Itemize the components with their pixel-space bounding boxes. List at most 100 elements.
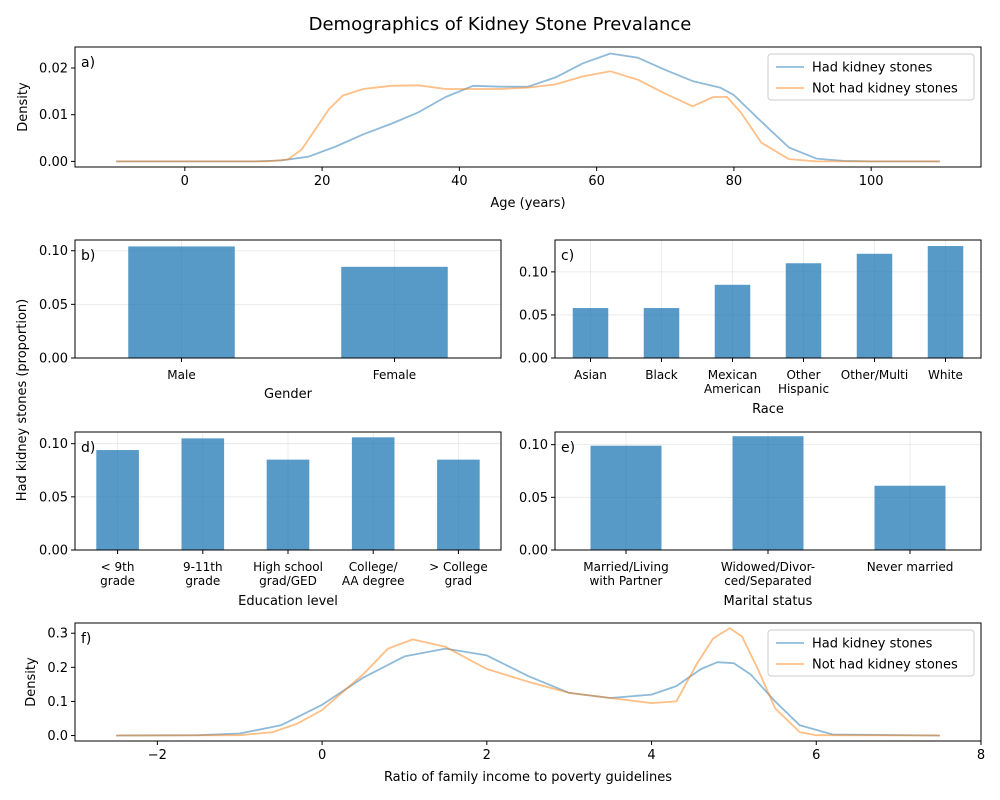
y-tick-label: 0.00 bbox=[39, 155, 68, 170]
panel-0: 0 20 40 60 80 100 0.00 0.01 0.02 Age (years) Densi… bbox=[16, 46, 982, 211]
x-tick-label: Black bbox=[645, 368, 678, 382]
x-tick-label: 8 bbox=[977, 748, 985, 763]
bar bbox=[341, 266, 448, 358]
x-tick-label: 100 bbox=[859, 174, 884, 189]
axes-frame bbox=[74, 239, 502, 359]
y-tick-label: 0.2 bbox=[47, 661, 68, 676]
x-axis-label: Ratio of family income to poverty guidel… bbox=[384, 770, 672, 785]
x-tick-label: Asian bbox=[574, 368, 607, 382]
y-tick-label: 0.10 bbox=[39, 244, 68, 259]
legend-label: Had kidney stones bbox=[812, 61, 933, 76]
x-tick-label: Hispanic bbox=[778, 382, 829, 396]
bar bbox=[572, 308, 609, 358]
y-tick-label: 0.05 bbox=[519, 491, 548, 506]
x-tick-label: AA degree bbox=[342, 574, 405, 588]
x-tick-label: grad/GED bbox=[259, 574, 317, 588]
x-axis-label: Education level bbox=[238, 594, 338, 609]
panel-tag: d) bbox=[81, 440, 95, 456]
figure-title: Demographics of Kidney Stone Prevalance bbox=[309, 14, 692, 35]
x-axis-label: Race bbox=[752, 402, 784, 417]
y-tick-label: 0.00 bbox=[519, 352, 548, 367]
y-tick-label: 0.00 bbox=[519, 544, 548, 559]
x-tick-label: American bbox=[704, 382, 761, 396]
y-tick-label: 0.0 bbox=[47, 729, 68, 744]
y-axis-label: Density bbox=[24, 657, 39, 707]
y-tick-label: 0.00 bbox=[39, 352, 68, 367]
x-tick-label: grade bbox=[185, 574, 220, 588]
x-tick-label: Married/Living bbox=[583, 560, 668, 574]
y-tick-label: 0.02 bbox=[39, 62, 68, 77]
x-tick-label: 4 bbox=[647, 748, 655, 763]
legend-label: Not had kidney stones bbox=[812, 82, 958, 97]
x-tick-label: < 9th bbox=[101, 560, 135, 574]
y-tick-label: 0.05 bbox=[519, 308, 548, 323]
bar bbox=[590, 445, 662, 550]
y-tick-label: 0.3 bbox=[47, 627, 68, 642]
bar bbox=[96, 450, 139, 550]
x-tick-label: 60 bbox=[588, 174, 605, 189]
x-tick-label: High school bbox=[253, 560, 323, 574]
x-tick-label: grade bbox=[100, 574, 135, 588]
bar bbox=[437, 459, 480, 550]
x-tick-label: Female bbox=[373, 368, 416, 382]
y-tick-label: 0.10 bbox=[519, 265, 548, 280]
bar bbox=[732, 436, 804, 550]
bar bbox=[856, 253, 893, 358]
x-tick-label: Widowed/Divor- bbox=[721, 560, 815, 574]
series-line-not bbox=[116, 70, 940, 163]
panel-tag: e) bbox=[561, 440, 575, 456]
shared-ylabel: Had kidney stones (proportion) bbox=[15, 299, 30, 501]
panel-tag: b) bbox=[81, 248, 95, 264]
legend: Had kidney stones Not had kidney stones bbox=[767, 629, 975, 677]
y-tick-label: 0.1 bbox=[47, 695, 68, 710]
axes-frame bbox=[74, 46, 982, 168]
bar bbox=[181, 438, 225, 550]
bar bbox=[785, 263, 822, 358]
x-tick-label: with Partner bbox=[590, 574, 663, 588]
legend: Had kidney stones Not had kidney stones bbox=[767, 53, 975, 101]
y-tick-label: 0.10 bbox=[519, 438, 548, 453]
x-tick-label: Mexican bbox=[708, 368, 758, 382]
x-tick-label: 6 bbox=[812, 748, 820, 763]
legend-box bbox=[767, 53, 975, 101]
y-tick-label: 0.05 bbox=[39, 298, 68, 313]
x-tick-label: Other bbox=[786, 368, 820, 382]
x-tick-label: 0 bbox=[318, 748, 326, 763]
legend-label: Not had kidney stones bbox=[812, 658, 958, 673]
y-tick-label: 0.01 bbox=[39, 108, 68, 123]
x-tick-label: ced/Separated bbox=[724, 574, 812, 588]
y-tick-label: 0.05 bbox=[39, 490, 68, 505]
x-tick-label: 0 bbox=[181, 174, 189, 189]
x-tick-label: 2 bbox=[483, 748, 491, 763]
x-tick-label: grad bbox=[445, 574, 473, 588]
y-tick-label: 0.00 bbox=[39, 544, 68, 559]
x-tick-label: White bbox=[928, 368, 963, 382]
x-tick-label: Never married bbox=[867, 560, 954, 574]
panel-tag: a) bbox=[81, 55, 95, 71]
bar bbox=[266, 459, 310, 550]
series-line-not bbox=[116, 627, 940, 737]
y-axis-label: Density bbox=[16, 82, 31, 132]
x-axis-label: Marital status bbox=[724, 594, 813, 609]
panel-1: Male Female 0.00 0.05 0.10 Gender b) bbox=[39, 239, 502, 402]
x-axis-label: Age (years) bbox=[490, 196, 565, 211]
x-tick-label: −2 bbox=[148, 748, 167, 763]
series-line-had bbox=[116, 52, 940, 163]
x-tick-label: Other/Multi bbox=[841, 368, 908, 382]
x-axis-label: Gender bbox=[264, 387, 313, 402]
bar bbox=[714, 284, 751, 358]
x-tick-label: > College bbox=[429, 560, 488, 574]
x-tick-label: 20 bbox=[314, 174, 331, 189]
legend-label: Had kidney stones bbox=[812, 637, 933, 652]
bar bbox=[874, 485, 946, 550]
x-tick-label: College/ bbox=[349, 560, 399, 574]
panel-tag: c) bbox=[561, 248, 574, 264]
legend-box bbox=[767, 629, 975, 677]
x-tick-label: 80 bbox=[726, 174, 743, 189]
bar bbox=[351, 437, 395, 550]
panel-tag: f) bbox=[81, 631, 91, 647]
